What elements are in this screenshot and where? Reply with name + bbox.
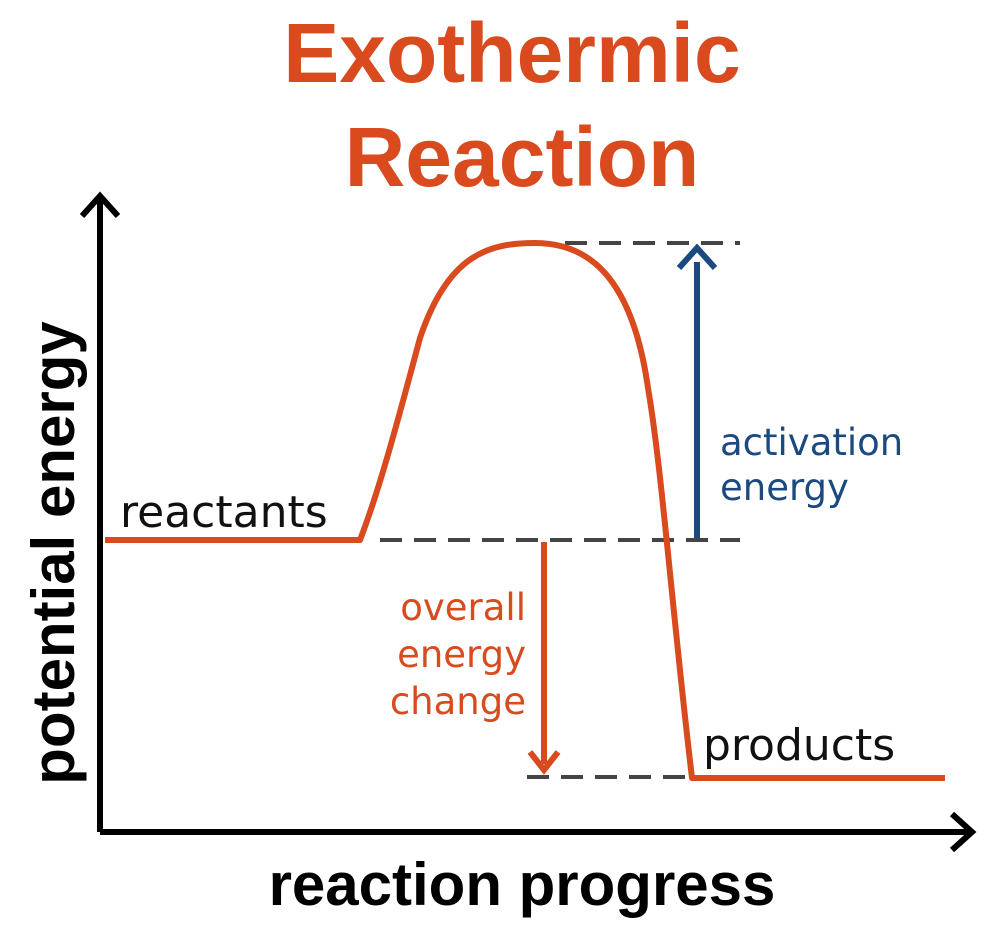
dashed-guides	[380, 241, 740, 779]
x-axis-arrowhead	[949, 811, 977, 853]
x-axis-label: reaction progress	[269, 851, 776, 918]
reactants-label: reactants	[120, 487, 328, 538]
overall-change-label-line-2: energy	[397, 633, 526, 676]
activation-arrowhead	[676, 243, 718, 271]
y-axis-arrowhead	[79, 191, 121, 219]
title-line-1: Exothermic	[283, 6, 741, 100]
overall-change-label-line-3: change	[390, 680, 526, 723]
overall-change-label-line-1: overall	[400, 586, 526, 629]
title-line-2: Reaction	[345, 110, 700, 204]
activation-energy-label-line-2: energy	[720, 466, 849, 509]
energy-curve	[105, 240, 945, 781]
activation-energy-label-line-1: activation	[720, 421, 903, 464]
axes	[79, 191, 977, 853]
overall-change-arrowhead	[527, 750, 561, 775]
y-axis-label: potential energy	[20, 321, 87, 785]
products-label: products	[703, 720, 895, 771]
